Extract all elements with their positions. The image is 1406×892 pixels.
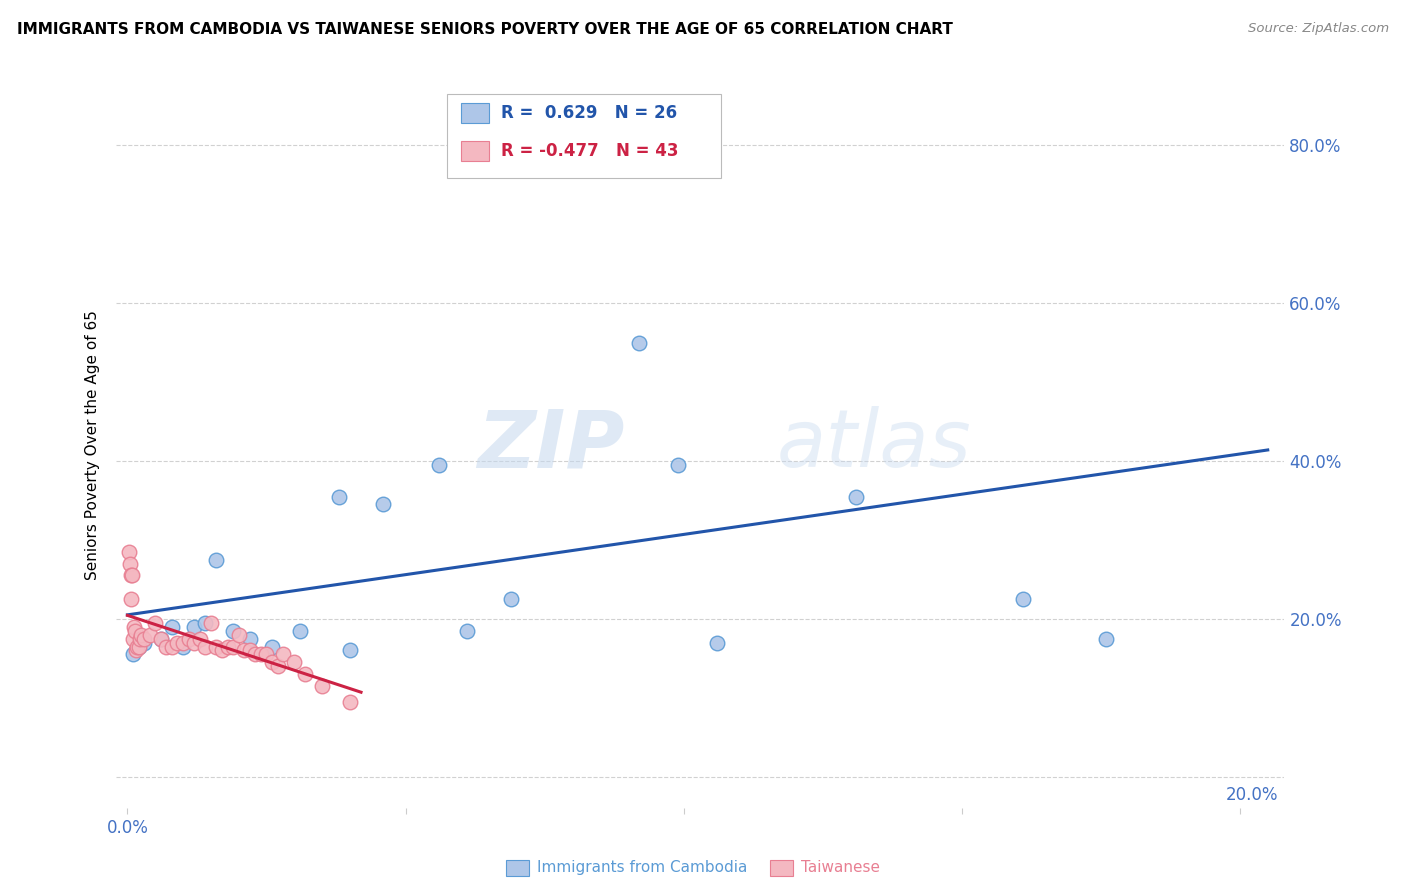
Point xyxy=(628,161,651,176)
Point xyxy=(132,635,155,649)
Point xyxy=(121,568,143,582)
Point xyxy=(294,667,316,681)
Text: atlas: atlas xyxy=(776,406,972,484)
Point xyxy=(501,592,523,607)
Point xyxy=(120,568,142,582)
Point xyxy=(339,643,361,657)
Point xyxy=(271,648,294,662)
Point xyxy=(328,490,350,504)
Point xyxy=(239,632,262,646)
Point xyxy=(128,640,150,654)
Point xyxy=(183,635,205,649)
Point xyxy=(149,632,172,646)
Point xyxy=(427,458,450,472)
Point xyxy=(250,648,273,662)
Text: Immigrants from Cambodia: Immigrants from Cambodia xyxy=(537,860,748,874)
Point xyxy=(628,335,651,350)
Point xyxy=(266,659,288,673)
Point xyxy=(138,628,160,642)
Text: Source: ZipAtlas.com: Source: ZipAtlas.com xyxy=(1249,22,1389,36)
Point xyxy=(233,643,256,657)
Point xyxy=(288,624,311,638)
Point xyxy=(131,628,153,642)
Point xyxy=(339,695,361,709)
Point xyxy=(128,632,150,646)
Point xyxy=(143,615,166,630)
Point xyxy=(1012,592,1035,607)
Point xyxy=(120,557,142,571)
Point xyxy=(172,640,194,654)
Point xyxy=(373,497,395,511)
Text: 20.0%: 20.0% xyxy=(1226,787,1278,805)
Point xyxy=(120,592,142,607)
Point xyxy=(160,620,183,634)
Point xyxy=(245,648,267,662)
Text: IMMIGRANTS FROM CAMBODIA VS TAIWANESE SENIORS POVERTY OVER THE AGE OF 65 CORRELA: IMMIGRANTS FROM CAMBODIA VS TAIWANESE SE… xyxy=(17,22,953,37)
Y-axis label: Seniors Poverty Over the Age of 65: Seniors Poverty Over the Age of 65 xyxy=(86,310,100,580)
Point xyxy=(194,615,217,630)
Point xyxy=(172,635,194,649)
Point xyxy=(200,615,222,630)
Point xyxy=(166,635,188,649)
Point xyxy=(160,640,183,654)
Point xyxy=(155,640,177,654)
Point xyxy=(149,632,172,646)
Point xyxy=(205,640,228,654)
Point xyxy=(122,648,145,662)
Text: R = -0.477   N = 43: R = -0.477 N = 43 xyxy=(501,142,678,160)
Point xyxy=(132,632,155,646)
Point xyxy=(456,624,478,638)
Point xyxy=(211,643,233,657)
Point xyxy=(122,632,145,646)
Point xyxy=(239,643,262,657)
Point xyxy=(124,624,146,638)
Point xyxy=(125,640,148,654)
Point xyxy=(260,640,283,654)
Point xyxy=(845,490,868,504)
Point xyxy=(122,620,145,634)
Point xyxy=(311,679,333,693)
Point xyxy=(118,545,141,559)
Point xyxy=(128,640,150,654)
Point xyxy=(706,635,728,649)
Point xyxy=(194,640,217,654)
Point xyxy=(256,648,278,662)
Point xyxy=(205,552,228,566)
Point xyxy=(283,656,305,670)
Point xyxy=(188,632,211,646)
Point xyxy=(217,640,239,654)
Point xyxy=(222,624,245,638)
Point xyxy=(228,628,250,642)
Point xyxy=(125,643,148,657)
Text: R =  0.629   N = 26: R = 0.629 N = 26 xyxy=(501,104,676,122)
Point xyxy=(1095,632,1118,646)
Point xyxy=(177,632,200,646)
Point xyxy=(666,458,689,472)
Point xyxy=(222,640,245,654)
Point xyxy=(183,620,205,634)
Point xyxy=(260,656,283,670)
Text: ZIP: ZIP xyxy=(477,406,624,484)
Text: Taiwanese: Taiwanese xyxy=(801,860,880,874)
